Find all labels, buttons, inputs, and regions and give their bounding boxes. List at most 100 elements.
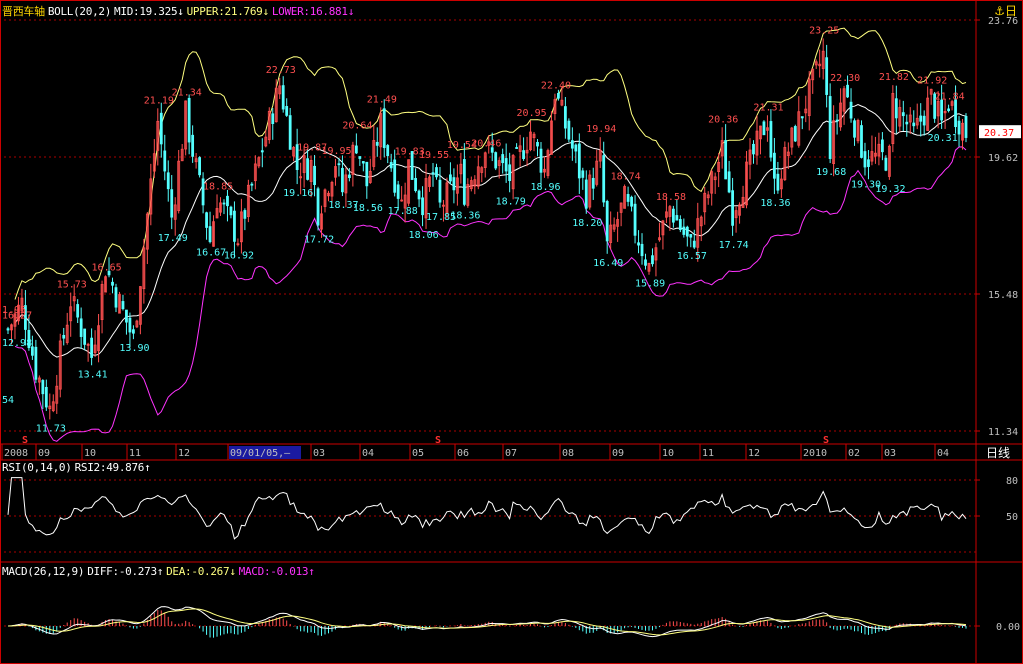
price-annotation: 20.95 bbox=[517, 108, 547, 119]
candle-body bbox=[375, 141, 379, 146]
signal-marker: S bbox=[435, 435, 441, 446]
candle-body bbox=[400, 199, 404, 202]
candle-body bbox=[337, 163, 341, 166]
candle-body bbox=[546, 150, 550, 176]
candle-body bbox=[145, 213, 149, 250]
candle-body bbox=[407, 159, 411, 204]
candle-body bbox=[574, 144, 578, 152]
price-annotation: 18.79 bbox=[496, 196, 526, 207]
candle-body bbox=[393, 159, 397, 193]
price-annotation: 21.82 bbox=[879, 72, 909, 83]
candle-body bbox=[609, 224, 613, 243]
candle-body bbox=[727, 171, 731, 193]
candle-body bbox=[675, 215, 679, 221]
candle-body bbox=[908, 114, 912, 123]
candle-body bbox=[271, 113, 275, 125]
candle-body bbox=[557, 93, 560, 99]
candle-body bbox=[665, 211, 668, 218]
candle-body bbox=[957, 120, 961, 135]
candle-body bbox=[602, 155, 606, 203]
candle-body bbox=[316, 188, 320, 226]
candle-body bbox=[821, 50, 825, 69]
period-switch[interactable]: ⚓日 bbox=[994, 2, 1017, 19]
price-annotation: 18.58 bbox=[656, 192, 686, 203]
candle-body bbox=[755, 130, 759, 156]
candle-body bbox=[508, 164, 512, 181]
time-axis-label: 09 bbox=[612, 448, 624, 459]
candle-body bbox=[605, 201, 609, 242]
price-annotation: 23.25 bbox=[809, 25, 839, 36]
candle-body bbox=[347, 174, 351, 179]
candle-body bbox=[257, 157, 261, 167]
anchor-icon: ⚓ bbox=[994, 4, 1005, 18]
candle-body bbox=[97, 325, 100, 352]
candle-body bbox=[839, 102, 842, 128]
candle-body bbox=[455, 177, 459, 194]
candle-body bbox=[372, 140, 376, 167]
candle-body bbox=[731, 190, 734, 226]
candle-body bbox=[696, 218, 700, 248]
time-axis-label: 2010 bbox=[803, 448, 827, 459]
candle-body bbox=[863, 151, 867, 168]
price-annotation: 18.74 bbox=[611, 171, 641, 182]
candle-body bbox=[577, 143, 581, 179]
period-label: 日线 bbox=[986, 446, 1010, 460]
price-annotation: 16.49 bbox=[593, 258, 623, 269]
candle-body bbox=[246, 184, 250, 217]
candle-body bbox=[828, 96, 832, 159]
candle-body bbox=[344, 174, 348, 194]
price-annotation: 12.98 bbox=[2, 338, 32, 349]
price-annotation: 17.72 bbox=[304, 234, 334, 245]
candle-body bbox=[58, 340, 62, 390]
lower-arrow: ↓ bbox=[347, 5, 355, 18]
candle-body bbox=[445, 182, 449, 214]
time-axis-label: 11 bbox=[702, 448, 714, 459]
price-annotation: 16.67 bbox=[196, 247, 226, 258]
candle-body bbox=[752, 143, 755, 155]
candle-body bbox=[480, 167, 484, 173]
candle-body bbox=[539, 148, 543, 173]
candle-body bbox=[637, 242, 640, 246]
candle-body bbox=[365, 161, 369, 187]
price-annotation: 17.88 bbox=[388, 206, 418, 217]
candle-body bbox=[152, 153, 156, 172]
price-annotation: 16.65 bbox=[92, 262, 122, 273]
candle-body bbox=[114, 287, 118, 308]
candle-body bbox=[529, 131, 532, 151]
price-annotation: 19.54 bbox=[447, 140, 477, 151]
candle-body bbox=[37, 377, 41, 383]
price-annotation: 18.36 bbox=[450, 210, 480, 221]
candle-body bbox=[720, 140, 724, 157]
candle-body bbox=[135, 320, 139, 328]
candle-body bbox=[779, 178, 783, 190]
dea-label: DEA: bbox=[166, 565, 192, 578]
candle-body bbox=[438, 179, 442, 203]
candle-body bbox=[62, 335, 66, 339]
candle-body bbox=[173, 204, 177, 220]
candle-body bbox=[919, 115, 923, 122]
dea-value: -0.267 bbox=[191, 565, 230, 578]
candle-body bbox=[142, 247, 146, 290]
candle-body bbox=[717, 161, 721, 173]
candle-body bbox=[745, 161, 748, 206]
candle-body bbox=[619, 202, 623, 213]
candle-body bbox=[396, 184, 400, 199]
candle-body bbox=[658, 237, 661, 241]
candle-body bbox=[724, 140, 728, 180]
candlesticks bbox=[6, 38, 968, 420]
candle-body bbox=[511, 155, 515, 190]
candle-body bbox=[361, 161, 365, 164]
candle-body bbox=[177, 160, 181, 212]
candle-body bbox=[483, 152, 487, 168]
candle-body bbox=[320, 213, 323, 230]
candle-body bbox=[832, 120, 836, 164]
candle-body bbox=[306, 158, 309, 180]
candle-body bbox=[849, 101, 853, 119]
price-annotation: 17.74 bbox=[719, 240, 749, 251]
price-annotation: 22.40 bbox=[541, 81, 571, 92]
time-axis-label: 03 bbox=[884, 448, 896, 459]
candle-body bbox=[351, 144, 355, 175]
price-annotation: 22.30 bbox=[830, 73, 860, 84]
candle-body bbox=[466, 184, 470, 206]
